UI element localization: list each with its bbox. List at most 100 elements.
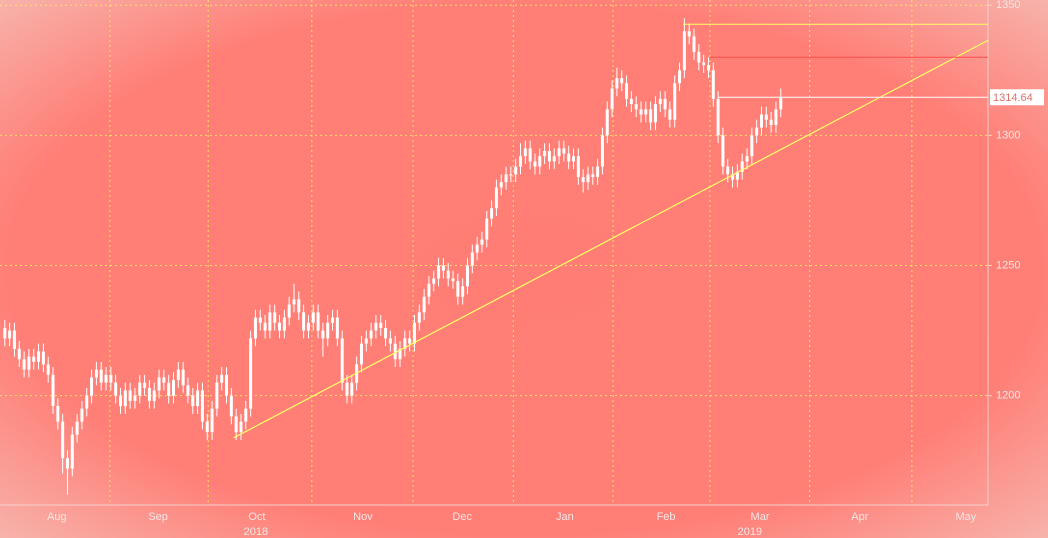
candle-body	[740, 161, 744, 172]
candle-body	[12, 330, 16, 349]
candle-body	[297, 299, 301, 313]
candle-body	[90, 377, 94, 396]
candle-body	[769, 119, 773, 125]
candle-body	[196, 390, 200, 407]
candle-body	[326, 322, 330, 339]
candle-body	[557, 148, 561, 157]
candle-body	[774, 109, 778, 125]
year-label: 2019	[738, 526, 762, 538]
candle-body	[441, 265, 445, 271]
y-tick-label: 1250	[996, 259, 1020, 271]
candle-body	[27, 356, 31, 370]
candle-body	[475, 244, 479, 253]
candle-body	[3, 327, 7, 339]
candle-body	[258, 317, 262, 323]
candle-body	[711, 70, 715, 99]
candle-body	[600, 135, 604, 167]
candle-body	[186, 385, 190, 396]
candle-body	[109, 374, 113, 383]
candle-body	[494, 187, 498, 209]
candle-body	[176, 369, 180, 381]
candle-body	[138, 382, 142, 396]
candle-body	[350, 382, 354, 396]
candle-body	[422, 296, 426, 313]
candle-body	[755, 127, 759, 136]
candle-body	[388, 338, 392, 344]
candle-body	[172, 380, 176, 396]
candle-body	[162, 377, 166, 383]
candle-body	[99, 369, 103, 383]
candle-body	[225, 374, 229, 396]
x-tick-label: Nov	[353, 511, 373, 523]
candle-body	[586, 174, 590, 183]
candle-body	[215, 382, 219, 409]
candle-body	[499, 182, 503, 188]
candle-body	[379, 322, 383, 328]
x-tick-label: Sep	[148, 511, 168, 523]
y-tick-label: 1300	[996, 129, 1020, 141]
candle-body	[340, 338, 344, 383]
candle-body	[629, 98, 633, 105]
candle-body	[65, 458, 69, 469]
candle-body	[104, 374, 108, 383]
x-tick-label: Dec	[452, 511, 472, 523]
candle-body	[576, 156, 580, 178]
candle-body	[200, 390, 204, 422]
candle-body	[750, 135, 754, 157]
candle-body	[61, 421, 65, 459]
candle-body	[253, 317, 257, 339]
candle-body	[412, 322, 416, 344]
candle-body	[244, 408, 248, 422]
year-label: 2018	[244, 526, 268, 538]
candle-body	[41, 351, 45, 365]
x-tick-label: May	[955, 511, 976, 523]
candle-body	[490, 208, 494, 219]
candle-body	[220, 374, 224, 383]
x-tick-label: Apr	[851, 511, 868, 523]
candle-body	[702, 62, 706, 66]
candle-body	[70, 434, 74, 469]
candle-body	[779, 97, 783, 110]
candle-body	[706, 65, 710, 71]
candle-body	[364, 338, 368, 344]
candle-body	[234, 416, 238, 433]
candle-body	[292, 299, 296, 305]
candle-body	[75, 421, 79, 435]
x-tick-label: Aug	[47, 511, 67, 523]
candle-body	[658, 98, 662, 105]
candle-body	[625, 83, 629, 99]
candle-body	[268, 312, 272, 331]
candle-body	[485, 218, 489, 240]
candle-body	[533, 161, 537, 167]
x-tick-label: Mar	[751, 511, 770, 523]
candle-body	[456, 281, 460, 297]
candle-body	[620, 78, 624, 84]
candle-body	[504, 174, 508, 183]
candle-body	[118, 395, 122, 407]
candle-body	[94, 369, 98, 378]
candle-body	[731, 174, 735, 180]
candle-body	[157, 377, 161, 391]
candle-body	[249, 338, 253, 409]
candle-body	[331, 317, 335, 323]
candle-body	[697, 52, 701, 63]
candle-body	[22, 359, 26, 370]
candle-body	[287, 304, 291, 318]
candle-body	[653, 104, 657, 123]
candle-body	[302, 312, 306, 331]
candle-body	[56, 406, 60, 422]
candle-body	[591, 174, 595, 178]
x-tick-label: Feb	[657, 511, 676, 523]
candle-body	[461, 286, 465, 297]
candle-body	[615, 78, 619, 89]
last-price-box	[990, 89, 1044, 106]
candle-body	[687, 31, 691, 37]
candle-body	[644, 109, 648, 115]
candle-body	[143, 382, 147, 388]
candle-body	[465, 265, 469, 287]
candle-body	[692, 36, 696, 53]
candle-body	[205, 421, 209, 433]
candle-body	[85, 395, 89, 409]
